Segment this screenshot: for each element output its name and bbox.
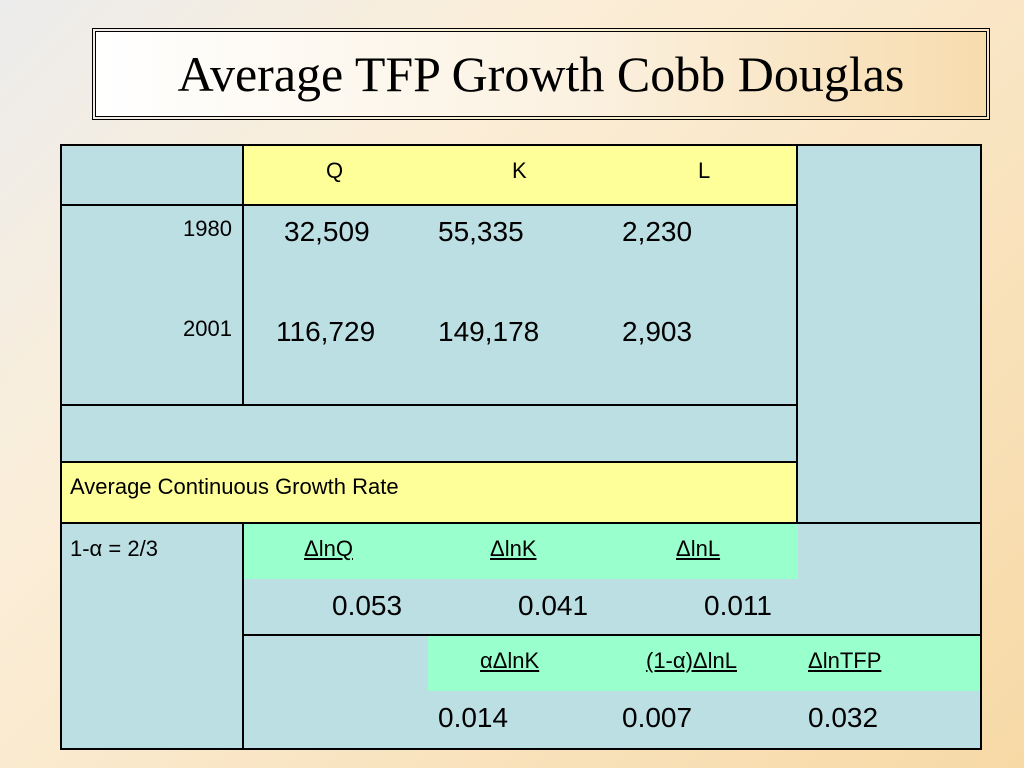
value-dlnl: 0.011: [704, 590, 772, 621]
year-1980: 1980: [183, 216, 232, 241]
l-1980: 2,230: [622, 216, 693, 247]
k-1980: 55,335: [438, 216, 524, 247]
tfp-header-fill: [428, 635, 982, 691]
title-frame: Average TFP Growth Cobb Douglas: [92, 28, 990, 120]
grid-line: [60, 748, 982, 750]
slide-title: Average TFP Growth Cobb Douglas: [177, 46, 905, 102]
grid-line: [60, 522, 982, 524]
value-dlntfp: 0.032: [808, 702, 879, 733]
growth-rate-label: Average Continuous Growth Rate: [70, 474, 399, 499]
value-dlnk: 0.041: [518, 590, 589, 621]
grid-line: [242, 522, 244, 750]
grid-line: [60, 204, 798, 206]
q-1980: 32,509: [284, 216, 370, 247]
grid-line: [60, 144, 982, 146]
grid-line: [796, 144, 798, 524]
grid-line: [980, 144, 982, 750]
grid-line: [244, 634, 982, 636]
header-one-minus-alpha-dlnl: (1-α)ΔlnL: [646, 648, 737, 673]
grid-line: [60, 461, 798, 463]
header-k: K: [512, 158, 527, 183]
tfp-table: Q K L 1980 32,509 55,335 2,230 2001 116,…: [60, 144, 982, 750]
header-dlnq: ΔlnQ: [304, 536, 353, 561]
header-l: L: [698, 158, 711, 183]
alpha-label: 1-α = 2/3: [70, 536, 158, 561]
title-panel: Average TFP Growth Cobb Douglas: [95, 31, 987, 117]
header-alpha-dlnk: αΔlnK: [480, 648, 540, 673]
growth-label-fill: [60, 462, 798, 523]
grid-line: [242, 144, 244, 405]
header-row-fill: [244, 144, 798, 205]
header-q: Q: [326, 158, 344, 183]
growth-header-fill: [244, 523, 798, 579]
grid-line: [60, 144, 62, 750]
header-dlnl: ΔlnL: [676, 536, 721, 561]
l-2001: 2,903: [622, 316, 693, 347]
k-2001: 149,178: [438, 316, 540, 347]
grid-line: [60, 404, 798, 406]
value-alpha-dlnk: 0.014: [438, 702, 509, 733]
value-one-minus-alpha-dlnl: 0.007: [622, 702, 693, 733]
header-dlntfp: ΔlnTFP: [808, 648, 882, 673]
year-2001: 2001: [183, 316, 232, 341]
q-2001: 116,729: [276, 316, 376, 347]
header-dlnk: ΔlnK: [490, 536, 537, 561]
value-dlnq: 0.053: [332, 590, 403, 621]
